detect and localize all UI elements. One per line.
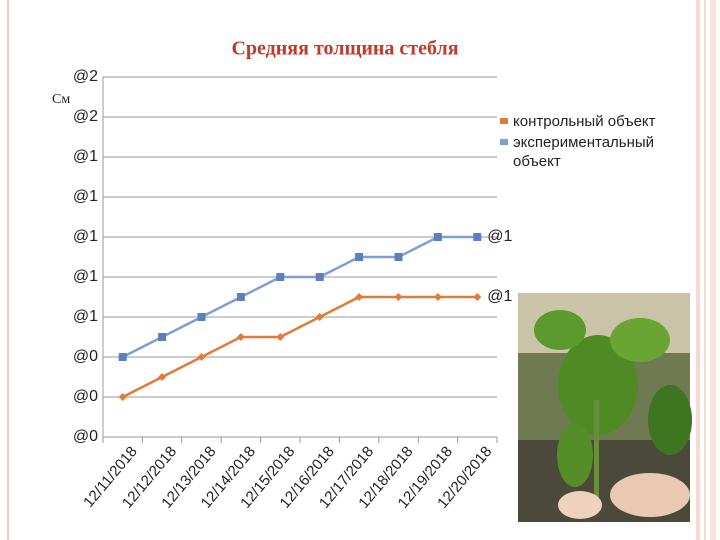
legend-label: экспериментальный объект	[513, 134, 655, 170]
point	[197, 353, 206, 361]
y-tick-label: @1	[73, 228, 98, 245]
y-tick-label: @2	[73, 68, 98, 85]
point	[276, 333, 285, 341]
point	[276, 273, 285, 281]
point	[236, 333, 245, 341]
point	[315, 313, 324, 321]
point	[158, 373, 167, 381]
legend-item: экспериментальный объект	[498, 133, 698, 171]
point	[236, 293, 245, 301]
legend-label: контрольный объект	[513, 113, 656, 130]
legend-swatch	[500, 139, 508, 145]
legend-item: контрольный объект	[498, 112, 698, 131]
point	[118, 353, 127, 361]
legend-swatch	[500, 118, 508, 124]
data-label: @1	[487, 228, 512, 245]
y-tick-label: @1	[73, 268, 98, 285]
point	[315, 273, 324, 281]
series-line	[122, 235, 478, 359]
point	[473, 233, 482, 241]
chart-title: Средняя толщина стебля	[231, 38, 458, 60]
point	[158, 333, 167, 341]
point	[394, 293, 403, 301]
data-label: @1	[487, 288, 512, 305]
point	[433, 293, 442, 301]
y-tick-label: @0	[73, 348, 98, 365]
point	[473, 293, 482, 301]
slide-border	[696, 0, 700, 540]
y-tick-label: @0	[73, 388, 98, 405]
y-axis-label: См	[52, 92, 70, 107]
point	[433, 233, 442, 241]
point	[394, 253, 403, 261]
y-tick-label: @1	[73, 188, 98, 205]
legend: контрольный объект экспериментальный объе…	[498, 112, 698, 173]
point	[355, 293, 364, 301]
point	[118, 393, 127, 401]
y-tick-label: @1	[73, 308, 98, 325]
point	[355, 253, 364, 261]
photo	[518, 293, 692, 522]
series-line	[122, 295, 478, 399]
y-tick-label: @0	[73, 428, 98, 445]
slide-border	[704, 0, 706, 540]
y-tick-label: @2	[73, 108, 98, 125]
y-tick-label: @1	[73, 148, 98, 165]
slide-border	[710, 0, 716, 540]
point	[197, 313, 206, 321]
